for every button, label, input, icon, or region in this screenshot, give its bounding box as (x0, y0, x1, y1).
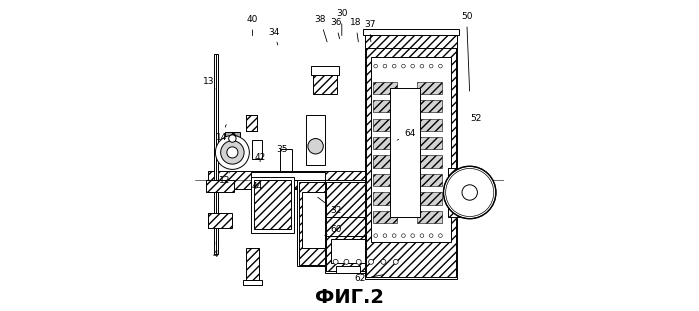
Bar (312, 75, 337, 94)
Bar (243, 280, 261, 285)
Text: 34: 34 (268, 28, 280, 45)
Circle shape (368, 259, 373, 264)
Text: 50: 50 (461, 12, 473, 91)
Bar (280, 149, 292, 171)
Bar (331, 239, 368, 263)
Circle shape (221, 141, 244, 164)
Text: 44: 44 (252, 182, 263, 191)
Bar (306, 115, 325, 165)
Bar (246, 248, 259, 285)
Circle shape (392, 234, 396, 238)
Bar (373, 239, 410, 263)
Circle shape (227, 147, 238, 158)
Bar (417, 193, 442, 205)
Bar (373, 211, 397, 223)
Bar (417, 81, 442, 94)
Bar (206, 180, 234, 193)
Text: 64: 64 (397, 129, 415, 140)
Circle shape (438, 234, 442, 238)
Circle shape (229, 135, 236, 142)
Circle shape (392, 64, 396, 68)
Bar (373, 137, 397, 149)
Circle shape (344, 259, 349, 264)
Circle shape (381, 259, 386, 264)
Circle shape (394, 259, 398, 264)
Text: 13: 13 (203, 77, 217, 89)
Text: 42: 42 (254, 152, 266, 162)
Bar (214, 54, 217, 254)
Text: 38: 38 (315, 15, 327, 42)
Circle shape (308, 138, 324, 154)
Circle shape (383, 234, 387, 238)
Circle shape (420, 234, 424, 238)
Circle shape (429, 64, 433, 68)
Bar (251, 177, 294, 233)
Bar (373, 81, 397, 94)
Text: 52: 52 (470, 114, 482, 123)
Bar (389, 88, 420, 217)
Bar (371, 57, 452, 242)
Bar (448, 168, 470, 217)
Bar (417, 174, 442, 186)
Text: 32: 32 (318, 197, 341, 216)
Bar (311, 66, 339, 75)
Bar (208, 171, 467, 189)
Bar (373, 174, 397, 186)
Text: 18: 18 (350, 18, 361, 42)
Circle shape (333, 259, 338, 264)
Circle shape (374, 234, 377, 238)
Bar (224, 132, 240, 145)
Circle shape (215, 136, 250, 169)
Circle shape (402, 64, 405, 68)
Bar (254, 180, 291, 230)
Text: 4: 4 (212, 242, 218, 259)
Text: 12: 12 (219, 173, 231, 185)
Bar (365, 35, 457, 48)
Bar (417, 211, 442, 223)
Bar (365, 32, 457, 279)
Circle shape (446, 169, 493, 216)
Text: 14: 14 (216, 125, 227, 142)
Bar (417, 156, 442, 168)
Circle shape (411, 64, 415, 68)
Bar (417, 100, 442, 112)
Bar (297, 180, 365, 267)
Bar (373, 118, 397, 131)
Text: 30: 30 (336, 9, 347, 35)
Circle shape (438, 64, 442, 68)
Bar (302, 193, 357, 248)
Bar (298, 182, 363, 265)
Bar (417, 118, 442, 131)
Bar (417, 137, 442, 149)
Circle shape (411, 234, 415, 238)
Text: 40: 40 (247, 15, 258, 35)
Bar (366, 34, 456, 277)
Bar (336, 267, 360, 273)
Bar (373, 193, 397, 205)
Bar (251, 173, 325, 180)
Circle shape (443, 166, 496, 219)
Text: 60: 60 (325, 225, 341, 236)
Text: 62: 62 (354, 274, 384, 283)
Circle shape (356, 259, 361, 264)
Bar (252, 140, 261, 159)
Text: 36: 36 (330, 18, 341, 39)
Text: 37: 37 (363, 20, 375, 42)
Circle shape (383, 64, 387, 68)
Circle shape (402, 234, 405, 238)
Circle shape (429, 234, 433, 238)
Text: ФИГ.2: ФИГ.2 (315, 288, 384, 307)
Circle shape (420, 64, 424, 68)
Bar (251, 180, 325, 188)
Bar (363, 29, 459, 35)
Bar (326, 182, 416, 271)
Text: 35: 35 (276, 145, 287, 154)
Bar (246, 115, 257, 131)
Bar (208, 212, 232, 228)
Bar (373, 100, 397, 112)
Circle shape (374, 64, 377, 68)
Circle shape (462, 185, 477, 200)
Bar (325, 180, 417, 273)
Bar (373, 156, 397, 168)
